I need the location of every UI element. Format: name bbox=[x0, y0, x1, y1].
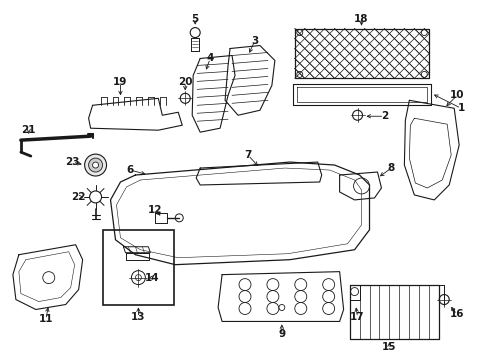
Circle shape bbox=[88, 158, 102, 172]
Circle shape bbox=[89, 191, 102, 203]
Text: 23: 23 bbox=[65, 157, 80, 167]
Text: 6: 6 bbox=[126, 165, 134, 175]
Text: 20: 20 bbox=[178, 77, 192, 87]
Circle shape bbox=[84, 154, 106, 176]
Text: 22: 22 bbox=[71, 192, 86, 202]
Text: 14: 14 bbox=[145, 273, 160, 283]
Text: 10: 10 bbox=[449, 90, 464, 100]
Text: 7: 7 bbox=[244, 150, 251, 160]
Text: 9: 9 bbox=[278, 329, 285, 339]
Text: 12: 12 bbox=[148, 205, 163, 215]
Text: 17: 17 bbox=[349, 312, 364, 323]
Text: 18: 18 bbox=[354, 14, 368, 24]
Text: 4: 4 bbox=[206, 54, 213, 63]
Text: 15: 15 bbox=[382, 342, 396, 352]
Text: 3: 3 bbox=[251, 36, 258, 46]
Text: 16: 16 bbox=[449, 310, 464, 319]
Bar bbox=[102, 230, 174, 305]
Text: 13: 13 bbox=[131, 312, 145, 323]
Text: 8: 8 bbox=[387, 163, 394, 173]
Text: 2: 2 bbox=[380, 111, 387, 121]
Text: 1: 1 bbox=[457, 103, 464, 113]
Text: 11: 11 bbox=[39, 314, 53, 324]
Text: 21: 21 bbox=[21, 125, 36, 135]
Text: 5: 5 bbox=[191, 14, 199, 24]
Circle shape bbox=[92, 162, 99, 168]
Text: 19: 19 bbox=[113, 77, 127, 87]
